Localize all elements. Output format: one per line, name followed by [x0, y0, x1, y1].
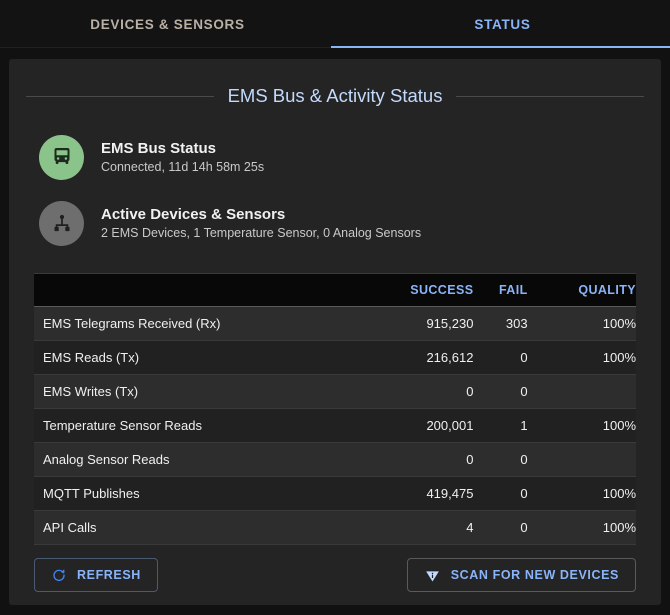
status-subtitle: 2 EMS Devices, 1 Temperature Sensor, 0 A…: [101, 226, 422, 240]
cell-quality: 100%: [527, 476, 636, 511]
column-header-fail: FAIL: [473, 274, 528, 307]
refresh-button-label: REFRESH: [77, 568, 141, 582]
table-row: EMS Telegrams Received (Rx) 915,230 303 …: [34, 306, 636, 341]
column-header-success: SUCCESS: [371, 274, 474, 307]
status-row-active-devices: Active Devices & Sensors 2 EMS Devices, …: [39, 195, 661, 251]
tab-active-indicator: [331, 46, 670, 48]
cell-success: 4: [371, 510, 474, 545]
scan-button-label: SCAN FOR NEW DEVICES: [450, 568, 619, 582]
cell-quality: [527, 374, 636, 409]
bus-icon: [39, 134, 84, 180]
refresh-icon: [51, 567, 67, 583]
cell-success: 419,475: [371, 476, 474, 511]
cell-fail: 0: [473, 442, 528, 477]
table-row: EMS Reads (Tx) 216,612 0 100%: [34, 340, 636, 375]
cell-success: 216,612: [371, 340, 474, 375]
table-head: SUCCESS FAIL QUALITY: [34, 274, 636, 307]
column-header-quality: QUALITY: [527, 274, 636, 307]
refresh-button[interactable]: REFRESH: [34, 558, 158, 592]
cell-name: Temperature Sensor Reads: [34, 408, 372, 443]
statistics-table-wrapper: SUCCESS FAIL QUALITY EMS Telegrams Recei…: [34, 273, 636, 545]
scan-for-new-devices-button[interactable]: SCAN FOR NEW DEVICES: [406, 558, 636, 592]
cell-name: Analog Sensor Reads: [34, 442, 372, 477]
cell-success: 0: [371, 442, 474, 477]
cell-fail: 0: [473, 510, 528, 545]
section-header: EMS Bus & Activity Status: [9, 59, 661, 107]
status-row-ems-bus-texts: EMS Bus Status Connected, 11d 14h 58m 25…: [101, 140, 264, 174]
cell-name: API Calls: [34, 510, 372, 545]
cell-name: MQTT Publishes: [34, 476, 372, 511]
cell-fail: 0: [473, 340, 528, 375]
status-row-ems-bus: EMS Bus Status Connected, 11d 14h 58m 25…: [39, 129, 661, 185]
cell-name: EMS Writes (Tx): [34, 374, 372, 409]
table-row: Temperature Sensor Reads 200,001 1 100%: [34, 408, 636, 443]
status-subtitle: Connected, 11d 14h 58m 25s: [101, 160, 265, 174]
cell-quality: 100%: [527, 408, 636, 443]
page-title: EMS Bus & Activity Status: [227, 85, 443, 106]
status-title: Active Devices & Sensors: [101, 206, 286, 223]
table-body: EMS Telegrams Received (Rx) 915,230 303 …: [34, 306, 636, 545]
table-row: API Calls 4 0 100%: [34, 510, 636, 545]
hub-icon: [39, 200, 84, 246]
sensor-shield-icon: [424, 567, 441, 584]
cell-quality: 100%: [527, 510, 636, 545]
cell-quality: 100%: [527, 306, 636, 341]
cell-success: 915,230: [371, 306, 474, 341]
status-row-active-devices-texts: Active Devices & Sensors 2 EMS Devices, …: [101, 206, 421, 240]
table-row: MQTT Publishes 419,475 0 100%: [34, 476, 636, 511]
cell-fail: 0: [473, 476, 528, 511]
card-footer: REFRESH SCAN FOR NEW DEVICES: [9, 545, 661, 605]
tab-bar: DEVICES & SENSORS STATUS: [0, 0, 670, 48]
status-title: EMS Bus Status: [101, 140, 217, 157]
tab-status[interactable]: STATUS: [335, 0, 670, 48]
cell-fail: 0: [473, 374, 528, 409]
cell-success: 200,001: [371, 408, 474, 443]
table-row: EMS Writes (Tx) 0 0: [34, 374, 636, 409]
status-summary-list: EMS Bus Status Connected, 11d 14h 58m 25…: [9, 107, 661, 251]
table-header-row: SUCCESS FAIL QUALITY: [34, 274, 636, 307]
cell-name: EMS Telegrams Received (Rx): [34, 306, 372, 341]
cell-fail: 1: [473, 408, 528, 443]
status-card: EMS Bus & Activity Status EMS Bus Status…: [9, 59, 661, 605]
tab-status-label: STATUS: [474, 16, 531, 32]
section-rule-left: [26, 95, 214, 97]
cell-quality: 100%: [527, 340, 636, 375]
cell-fail: 303: [473, 306, 528, 341]
statistics-table: SUCCESS FAIL QUALITY EMS Telegrams Recei…: [34, 274, 636, 545]
table-row: Analog Sensor Reads 0 0: [34, 442, 636, 477]
tab-devices-sensors-label: DEVICES & SENSORS: [90, 16, 245, 32]
column-header-name: [34, 274, 372, 307]
cell-quality: [527, 442, 636, 477]
cell-name: EMS Reads (Tx): [34, 340, 372, 375]
tab-devices-sensors[interactable]: DEVICES & SENSORS: [0, 0, 335, 48]
section-rule-right: [456, 95, 645, 97]
cell-success: 0: [371, 374, 474, 409]
